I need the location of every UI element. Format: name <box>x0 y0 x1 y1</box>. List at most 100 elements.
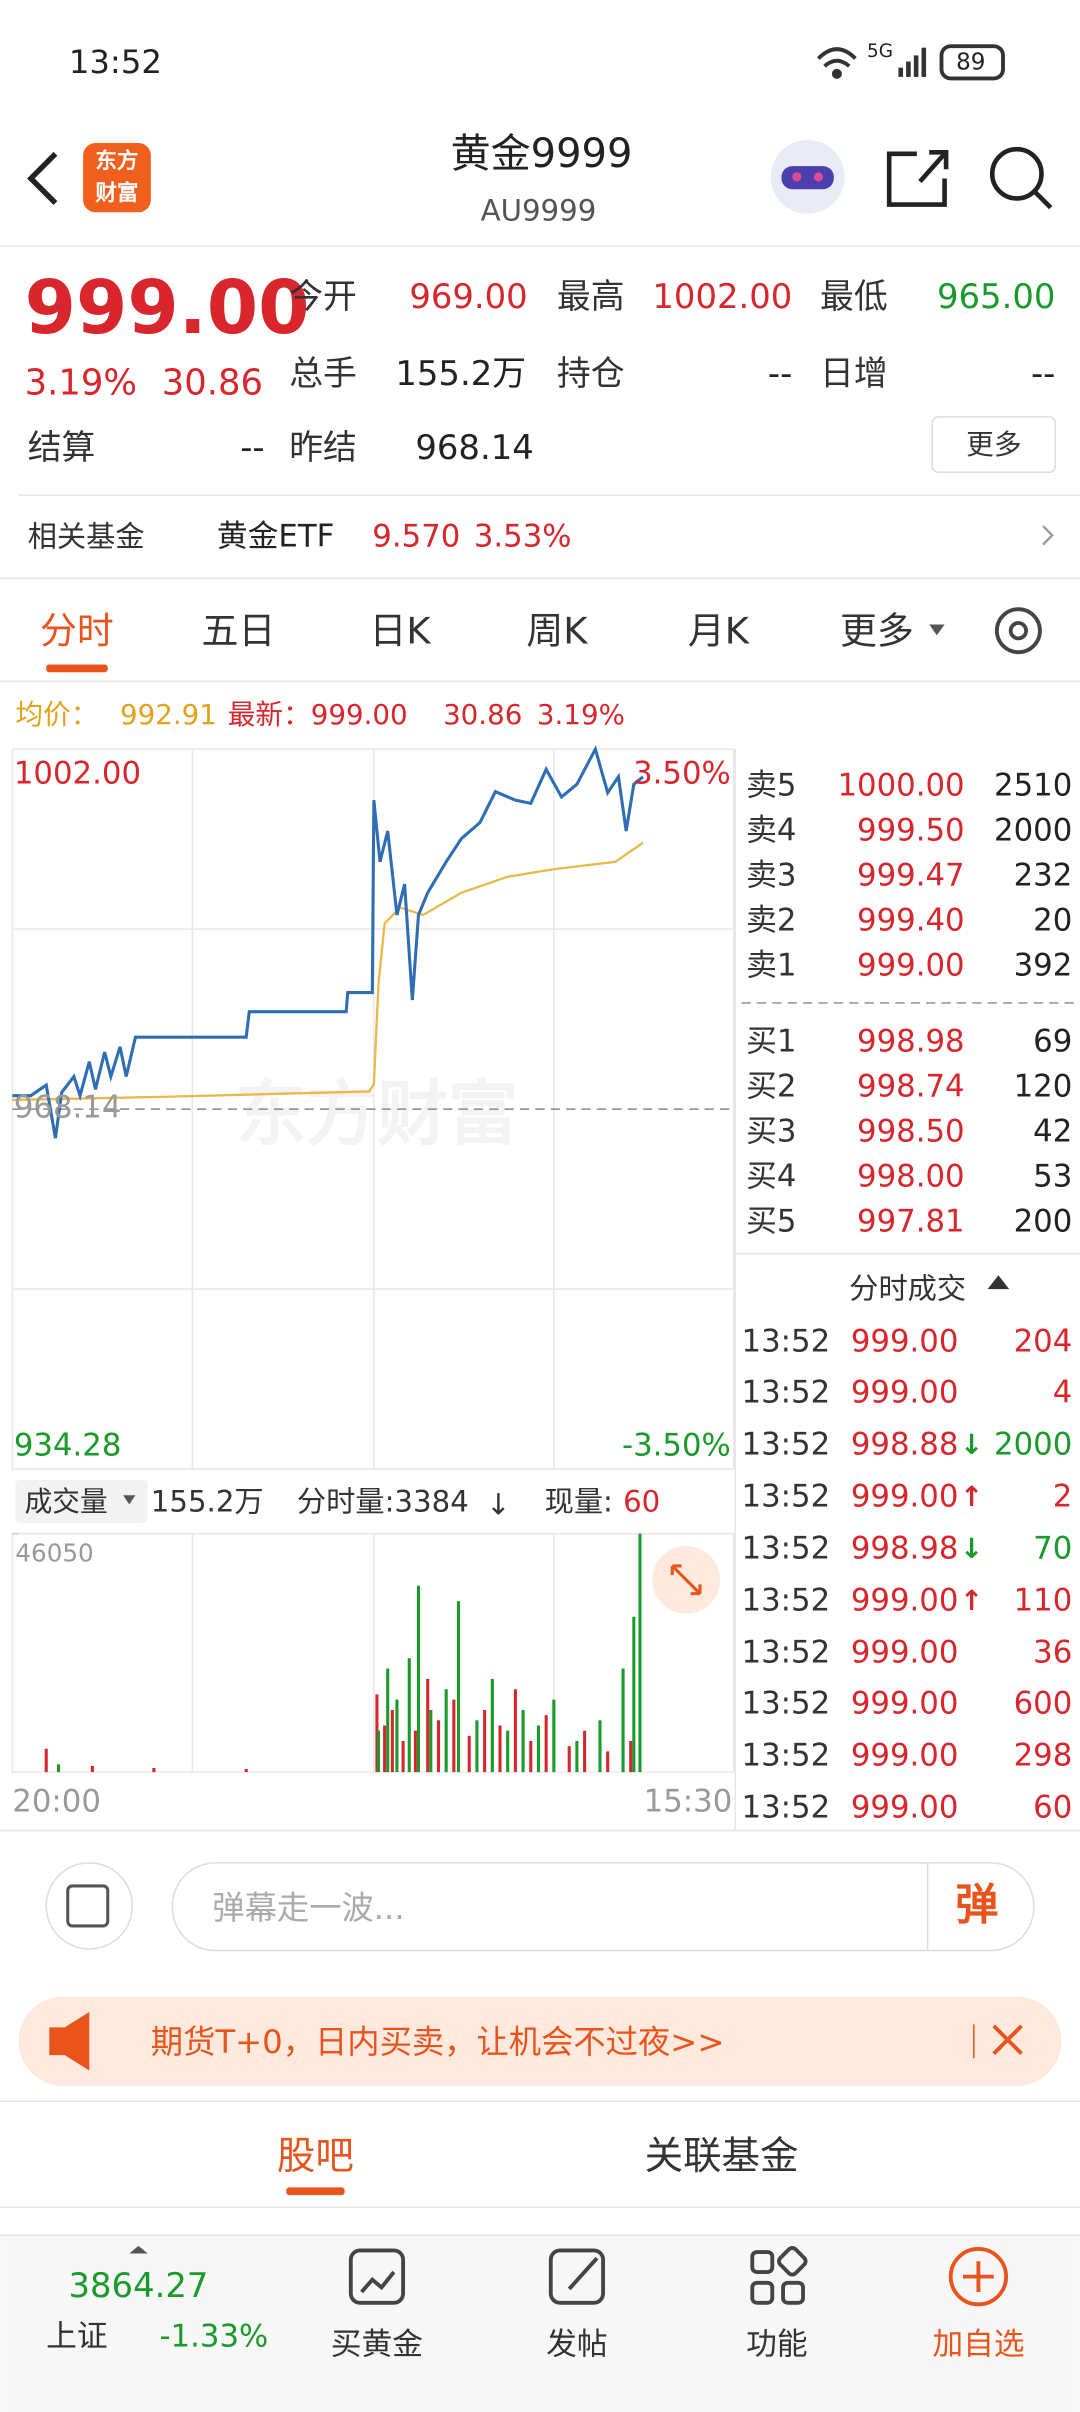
volume-selector[interactable]: 成交量 <box>24 1484 108 1518</box>
tab[interactable]: 周K <box>526 609 588 653</box>
comment-icon[interactable] <box>45 1862 134 1950</box>
volume-bar <box>90 1765 94 1773</box>
field-label: 昨结 <box>289 427 357 467</box>
book-price: 998.74 <box>857 1068 965 1105</box>
banner-text[interactable]: 期货T+0，日内买卖，让机会不过夜>> <box>150 2022 725 2061</box>
book-volume: 200 <box>1013 1203 1073 1240</box>
book-label: 买1 <box>746 1023 797 1060</box>
status-time: 13:52 <box>68 42 162 81</box>
fund-pct: 3.53% <box>473 518 572 555</box>
volume-bar <box>390 1709 394 1773</box>
trade-arrow: ↓ <box>960 1428 984 1462</box>
search-icon <box>989 146 1053 210</box>
book-label: 卖3 <box>746 857 797 894</box>
logo-text: 财富 <box>95 181 139 207</box>
volume-bar <box>475 1720 479 1773</box>
current-label: 现量: <box>544 1483 613 1518</box>
volume-bar <box>506 1730 510 1773</box>
book-volume: 232 <box>1013 857 1073 894</box>
more-button[interactable]: 更多 <box>966 427 1022 461</box>
comment-placeholder[interactable]: 弹幕走一波... <box>212 1888 405 1927</box>
field-value: 965.00 <box>937 277 1056 316</box>
field-label: 结算 <box>27 427 96 467</box>
volume-bar <box>383 1725 387 1773</box>
volume-bar <box>583 1730 587 1773</box>
trade-time: 13:52 <box>741 1478 831 1515</box>
book-price: 998.98 <box>857 1023 965 1060</box>
trade-price: 999.00 <box>850 1323 959 1360</box>
trade-time: 13:52 <box>741 1634 831 1671</box>
trade-volume: 298 <box>1013 1737 1073 1774</box>
tab-underline <box>46 664 108 673</box>
sub-tab[interactable]: 关联基金 <box>644 2133 799 2179</box>
field-label: 最高 <box>556 277 625 316</box>
book-price: 997.81 <box>857 1203 965 1240</box>
book-label: 卖1 <box>746 948 797 985</box>
share-icon <box>886 149 949 207</box>
nav-item[interactable]: 加自选 <box>932 2326 1025 2363</box>
y-tick-label: 968.14 <box>13 1089 122 1126</box>
back-icon <box>27 151 58 205</box>
book-label: 卖4 <box>746 812 797 849</box>
settings-icon <box>994 607 1042 655</box>
volume-bar <box>375 1694 379 1773</box>
title: 黄金9999 <box>450 130 633 177</box>
tab[interactable]: 更多 <box>840 609 914 653</box>
chart-frame <box>11 748 735 1773</box>
tab[interactable]: 分时 <box>40 609 114 653</box>
trade-time: 13:52 <box>741 1530 831 1567</box>
book-label: 卖2 <box>746 902 797 939</box>
add-icon[interactable] <box>948 2247 1009 2307</box>
volume-bar <box>544 1715 548 1773</box>
trade-time: 13:52 <box>741 1426 831 1463</box>
book-price: 998.50 <box>857 1113 965 1150</box>
field-label: 总手 <box>289 353 357 393</box>
fund-price: 9.570 <box>372 518 461 555</box>
volume-bar <box>426 1678 430 1773</box>
trade-time: 13:52 <box>741 1323 831 1360</box>
trade-price: 999.00 <box>850 1634 959 1671</box>
book-price: 999.47 <box>857 857 965 894</box>
field-value: -- <box>240 427 265 467</box>
trade-volume: 2000 <box>994 1426 1073 1463</box>
tab[interactable]: 五日 <box>201 609 276 653</box>
current-volume: 60 <box>623 1483 661 1518</box>
field-value: 969.00 <box>409 277 528 316</box>
change-pct: 3.19% <box>24 362 137 404</box>
volume-bar <box>407 1658 411 1773</box>
post-icon[interactable] <box>548 2248 605 2305</box>
buy-icon[interactable] <box>348 2248 406 2305</box>
volume-bar <box>606 1751 610 1773</box>
index-value[interactable]: 3864.27 <box>68 2266 209 2306</box>
nav-item[interactable]: 功能 <box>746 2326 808 2363</box>
nav-item[interactable]: 买黄金 <box>330 2326 424 2363</box>
book-label: 买4 <box>746 1158 797 1195</box>
sub-tab[interactable]: 股吧 <box>276 2133 354 2179</box>
change: 30.86 <box>161 362 264 404</box>
trade-volume: 60 <box>1033 1789 1073 1826</box>
tab[interactable]: 日K <box>369 609 431 653</box>
trade-volume: 2 <box>1052 1478 1073 1515</box>
volume-bar <box>552 1699 556 1773</box>
avg-price: 992.91 <box>120 698 217 732</box>
tab[interactable]: 月K <box>687 609 750 653</box>
fund-label: 相关基金 <box>27 519 145 554</box>
volume-bar <box>567 1746 571 1773</box>
trade-time: 13:52 <box>741 1686 831 1723</box>
volume-bar <box>490 1678 494 1773</box>
trade-time: 13:52 <box>741 1374 831 1411</box>
pct-high: 3.50% <box>633 755 731 792</box>
trade-price: 999.00 <box>850 1478 959 1515</box>
volume-bar <box>429 1709 433 1773</box>
trade-volume: 204 <box>1013 1323 1073 1360</box>
volume-arrow: ↓ <box>486 1486 511 1521</box>
nav-item[interactable]: 发帖 <box>546 2326 608 2363</box>
volume-bar <box>467 1735 471 1773</box>
danmaku-button[interactable]: 弹 <box>955 1880 999 1931</box>
volume-bar <box>513 1689 517 1773</box>
volume-bar <box>395 1699 399 1773</box>
fund-name[interactable]: 黄金ETF <box>216 518 335 555</box>
code: AU9999 <box>480 193 597 228</box>
book-price: 999.40 <box>857 902 965 939</box>
trades-title: 分时成交 <box>849 1271 967 1306</box>
